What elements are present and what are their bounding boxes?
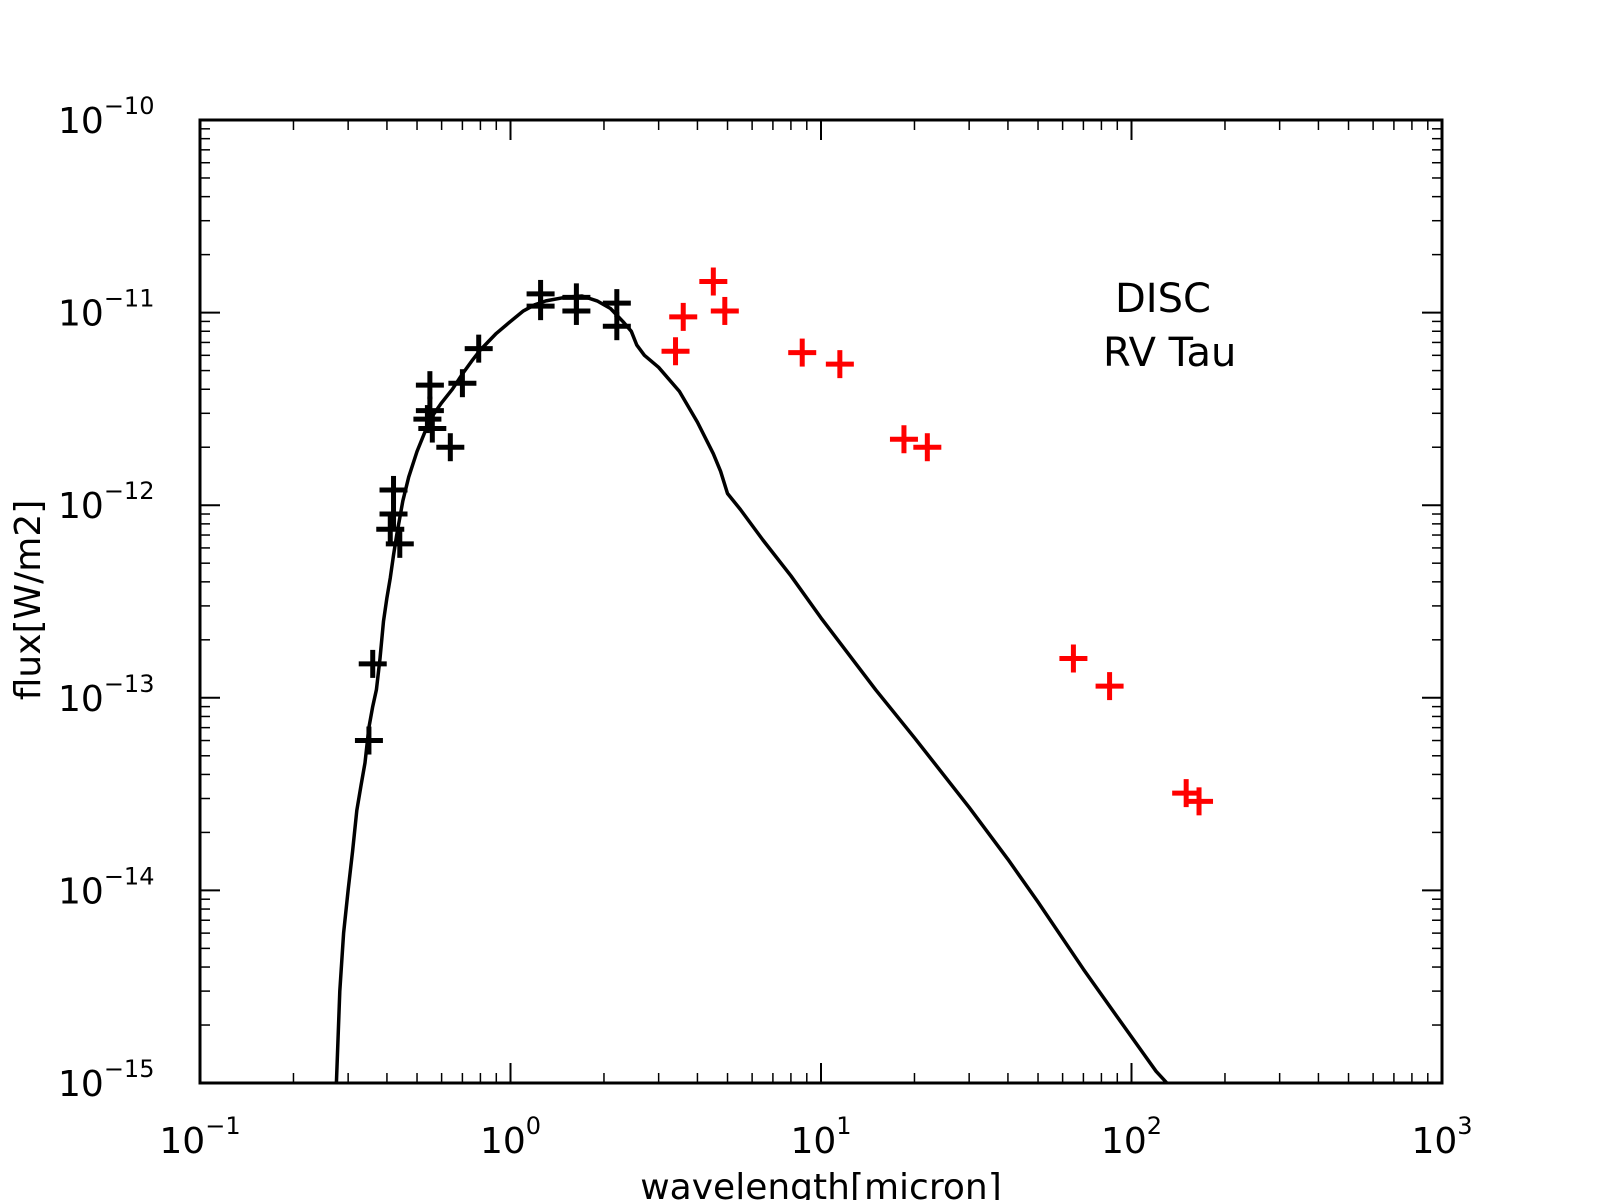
annotation-disc: DISC (1115, 276, 1211, 322)
y-tick-label: 10−12 (58, 477, 154, 527)
y-tick-label: 10−15 (58, 1055, 154, 1105)
x-tick-label: 10−1 (159, 1112, 240, 1162)
x-tick-label: 103 (1411, 1112, 1472, 1162)
black-plus-marker (448, 369, 477, 398)
black-plus-marker (385, 529, 414, 558)
red-plus-marker (1095, 672, 1124, 701)
black-plus-marker (562, 296, 591, 325)
black-plus-marker (354, 726, 383, 755)
black-plus-marker (418, 414, 447, 443)
y-tick-label: 10−11 (58, 285, 154, 335)
red-plus-marker (1185, 787, 1214, 816)
black-plus-marker (379, 500, 408, 529)
black-plus-marker (526, 292, 555, 321)
x-tick-label: 101 (790, 1112, 851, 1162)
red-plus-marker (825, 350, 854, 379)
black-plus-marker (379, 475, 408, 504)
red-plus-marker (699, 267, 728, 296)
minor-ticks (200, 120, 1442, 1083)
red-plus-marker (661, 337, 690, 366)
red-plus-marker (1059, 644, 1088, 673)
red-plus-marker (788, 338, 817, 367)
black-plus-marker (376, 515, 405, 544)
data-markers (354, 267, 1214, 816)
red-plus-marker (669, 302, 698, 331)
y-axis-title: flux[W/m2] (8, 500, 49, 701)
red-plus-marker (710, 296, 739, 325)
black-plus-marker (464, 334, 493, 363)
red-plus-marker (889, 425, 918, 454)
x-axis-title: wavelength[micron] (640, 1167, 1002, 1200)
y-tick-label: 10−14 (58, 862, 154, 912)
black-plus-marker (436, 433, 465, 462)
black-plus-marker (358, 649, 387, 678)
y-tick-label: 10−10 (58, 92, 154, 142)
black-plus-marker (602, 312, 631, 341)
y-tick-label: 10−13 (58, 670, 154, 720)
x-tick-label: 102 (1101, 1112, 1162, 1162)
red-plus-marker (913, 433, 942, 462)
model-sed-line (334, 294, 1169, 1085)
plot-frame (198, 118, 1444, 1085)
x-tick-labels: 10−1 100 101 102 103 (159, 1112, 1472, 1162)
x-tick-label: 100 (480, 1112, 541, 1162)
annotation-star: RV Tau (1103, 330, 1236, 376)
black-plus-marker (415, 371, 444, 400)
y-tick-labels: 10−10 10−11 10−12 10−13 10−14 10−15 (58, 92, 154, 1105)
